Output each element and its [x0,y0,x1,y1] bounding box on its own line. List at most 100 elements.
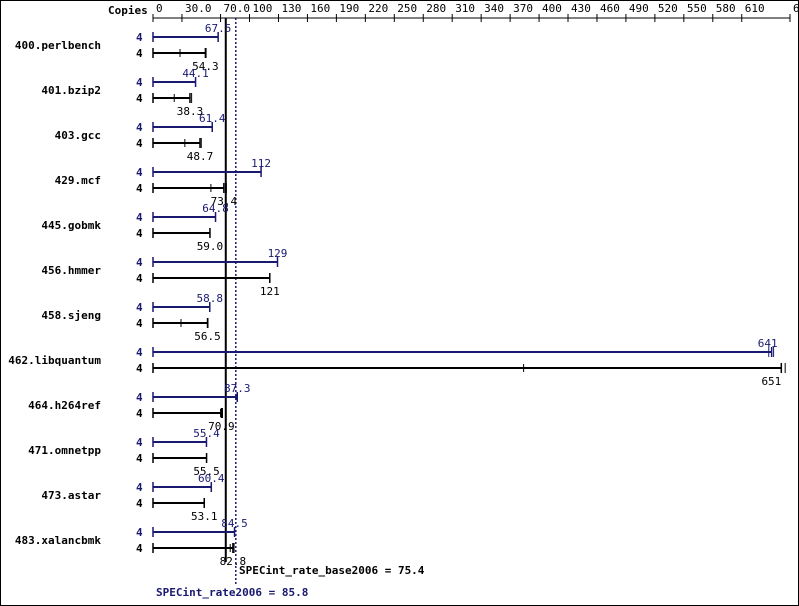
x-tick-label: 190 [339,2,359,15]
peak-value-label: 58.8 [197,292,224,305]
benchmark-row: 473.astar 4 4 60.4 53.1 [41,472,225,523]
base-copies: 4 [136,317,143,330]
base-value-label: 55.5 [193,465,220,478]
peak-copies: 4 [136,481,143,494]
base-copies: 4 [136,47,143,60]
base-value-label: 56.5 [194,330,221,343]
base-value-label: 82.8 [220,555,247,568]
base-value-label: 38.3 [177,105,204,118]
peak-value-label: 44.1 [182,67,209,80]
base-value-label: 121 [260,285,280,298]
peak-copies: 4 [136,346,143,359]
peak-value-label: 55.4 [193,427,220,440]
copies-header: Copies [108,4,148,17]
x-tick-label: 520 [658,2,678,15]
benchmark-row: 401.bzip2 4 4 44.1 38.3 [41,67,208,118]
base-value-label: 54.3 [192,60,219,73]
benchmark-name: 464.h264ref [28,399,101,412]
base-value-label: 70.9 [208,420,235,433]
base-value-label: 651 [761,375,781,388]
base-copies: 4 [136,497,143,510]
base-copies: 4 [136,272,143,285]
benchmark-row: 400.perlbench 4 4 67.5 54.3 [15,22,231,73]
benchmark-row: 403.gcc 4 4 61.4 48.7 [55,112,226,163]
peak-copies: 4 [136,526,143,539]
x-tick-label: 580 [716,2,736,15]
x-tick-label: 660 [793,2,799,15]
peak-copies: 4 [136,391,143,404]
base-value-label: 53.1 [191,510,218,523]
benchmark-rows: 400.perlbench 4 4 67.5 54.3 401.bzip2 4 4 44.1 38… [8,22,786,568]
benchmark-row: 456.hmmer 4 4 129 121 [41,247,287,298]
base-copies: 4 [136,452,143,465]
peak-copies: 4 [136,301,143,314]
benchmark-name: 403.gcc [55,129,101,142]
base-value-label: 73.4 [211,195,238,208]
x-tick-label: 400 [542,2,562,15]
benchmark-name: 401.bzip2 [41,84,101,97]
peak-copies: 4 [136,166,143,179]
reference-lines [224,18,237,584]
peak-copies: 4 [136,211,143,224]
benchmark-name: 429.mcf [55,174,101,187]
base-copies: 4 [136,407,143,420]
base-value-label: 59.0 [197,240,224,253]
x-tick-label: 310 [455,2,475,15]
x-tick-label: 160 [310,2,330,15]
x-tick-label: 370 [513,2,533,15]
benchmark-row: 445.gobmk 4 4 64.8 59.0 [41,202,228,253]
peak-copies: 4 [136,31,143,44]
peak-value-label: 67.5 [205,22,232,35]
peak-value-label: 84.5 [221,517,248,530]
benchmark-row: 464.h264ref 4 4 87.3 70.9 [28,382,250,433]
benchmark-name: 483.xalancbmk [15,534,101,547]
peak-copies: 4 [136,436,143,449]
peak-copies: 4 [136,76,143,89]
peak-copies: 4 [136,256,143,269]
x-tick-label: 430 [571,2,591,15]
x-tick-label: 490 [629,2,649,15]
x-tick-label: 100 [253,2,273,15]
x-tick-label: 280 [426,2,446,15]
benchmark-row: 429.mcf 4 4 112 73.4 [55,157,271,208]
benchmark-name: 445.gobmk [41,219,101,232]
x-tick-label: 610 [745,2,765,15]
peak-value-label: 60.4 [198,472,225,485]
base-copies: 4 [136,542,143,555]
benchmark-row: 483.xalancbmk 4 4 84.5 82.8 [15,517,248,568]
peak-value-label: 64.8 [202,202,229,215]
benchmark-row: 462.libquantum 4 4 641 651 [8,337,786,388]
base-copies: 4 [136,182,143,195]
x-tick-label: 0 [156,2,163,15]
x-tick-label: 550 [687,2,707,15]
peak-summary-label: SPECint_rate2006 = 85.8 [156,586,308,599]
peak-value-label: 641 [758,337,778,350]
benchmark-name: 400.perlbench [15,39,101,52]
base-copies: 4 [136,227,143,240]
base-value-label: 48.7 [187,150,214,163]
peak-value-label: 61.4 [199,112,226,125]
benchmark-name: 473.astar [41,489,101,502]
x-tick-label: 220 [368,2,388,15]
base-summary-label: SPECint_rate_base2006 = 75.4 [239,564,425,577]
base-copies: 4 [136,92,143,105]
peak-value-label: 87.3 [224,382,251,395]
x-tick-label: 130 [281,2,301,15]
peak-value-label: 129 [268,247,288,260]
x-tick-label: 70.0 [224,2,251,15]
benchmark-row: 458.sjeng 4 4 58.8 56.5 [41,292,223,343]
x-axis: 0 30.0 70.0 100 130 160 190 220 250 280 310 340 370 4… [152,2,799,22]
x-tick-label: 460 [600,2,620,15]
x-tick-label: 340 [484,2,504,15]
base-copies: 4 [136,137,143,150]
x-tick-label: 30.0 [185,2,212,15]
benchmark-name: 462.libquantum [8,354,101,367]
benchmark-name: 456.hmmer [41,264,101,277]
benchmark-name: 458.sjeng [41,309,101,322]
base-copies: 4 [136,362,143,375]
x-tick-label: 250 [397,2,417,15]
peak-copies: 4 [136,121,143,134]
benchmark-name: 471.omnetpp [28,444,101,457]
